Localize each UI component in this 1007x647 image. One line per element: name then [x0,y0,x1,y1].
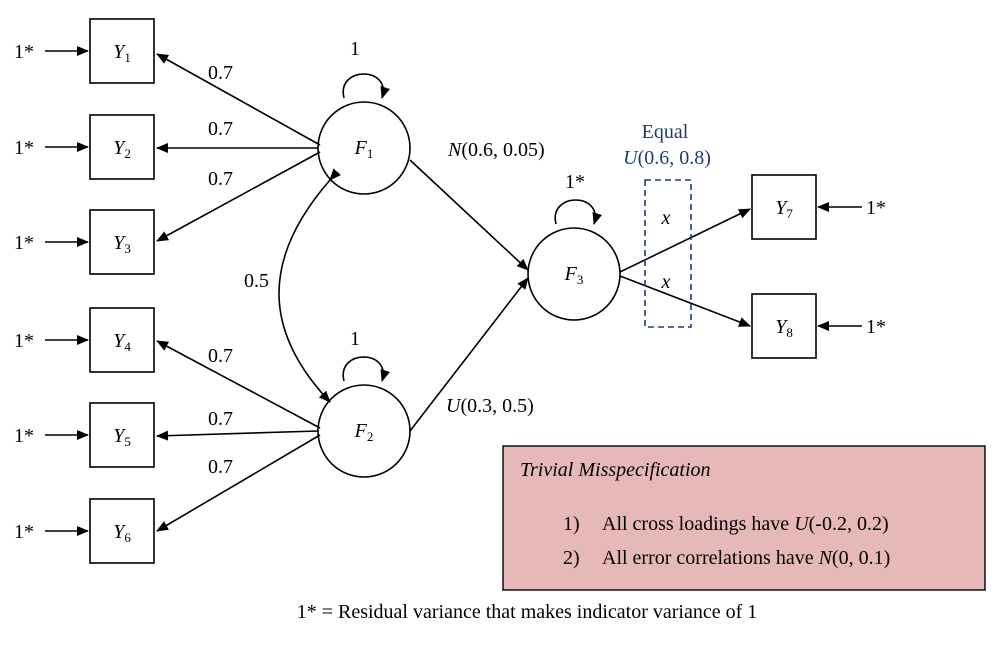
svg-text:F3: F3 [564,263,584,287]
equal-dist-label: U(0.6, 0.8) [623,147,711,169]
indicator-y2-letter: Y [113,137,126,159]
indicator-y8-sub: 8 [786,325,793,340]
indicator-y7-letter: Y [775,197,788,219]
misspecification-item-2-args: (0, 0.1) [832,547,890,569]
indicator-y3-letter: Y [113,232,126,254]
factor-f3-sub: 3 [577,272,584,287]
svg-text:Y3: Y3 [113,232,131,256]
factor-f3-letter: F [564,263,578,285]
equal-label: Equal [642,121,689,143]
indicator-y2-sub: 2 [124,146,131,161]
loadings-f1 [156,53,321,242]
loading-f3-y7 [619,208,751,273]
svg-text:F2: F2 [354,420,374,444]
equal-dist: U [623,147,639,169]
variance-label-f1: 1 [350,38,360,60]
misspecification-item-1: All cross loadings have U(-0.2, 0.2) [602,513,889,535]
misspecification-box: Trivial Misspecification 1) All cross lo… [502,445,986,591]
indicator-y4-sub: 4 [124,339,131,354]
factor-f2: F2 [317,384,411,478]
residual-labels: 1* 1* 1* 1* 1* 1* 1* 1* [14,41,886,543]
misspecification-title: Trivial Misspecification [520,459,711,481]
misspecification-item-2: All error correlations have N(0, 0.1) [602,547,890,569]
svg-text:Y6: Y6 [113,521,131,545]
indicator-y2: Y2 [89,114,155,180]
equal-constraint-box [644,179,692,328]
svg-text:Y4: Y4 [113,330,131,354]
footnote: 1* = Residual variance that makes indica… [297,601,758,623]
loading-label-f1-y1: 0.7 [208,62,233,84]
loading-symbol-y7: x [661,207,671,229]
svg-text:Y7: Y7 [775,197,793,221]
svg-text:Y1: Y1 [113,41,131,65]
indicator-y1-sub: 1 [124,50,131,65]
residual-label-y4: 1* [14,330,34,352]
misspecification-item-1-dist: U [794,513,810,535]
residual-label-y7: 1* [866,197,886,219]
indicator-y6-letter: Y [113,521,126,543]
path-label-f2-f3: U(0.3, 0.5) [446,395,534,417]
indicator-y4-letter: Y [113,330,126,352]
loading-label-f2-y5: 0.7 [208,408,233,430]
residual-label-y1: 1* [14,41,34,63]
indicator-y6: Y6 [89,498,155,564]
path-label-f2-f3-dist: U [446,395,462,417]
factor-correlation-arc [278,168,341,403]
residual-label-y6: 1* [14,521,34,543]
factor-f3: F3 [527,227,621,321]
indicator-y1-letter: Y [113,41,126,63]
svg-text:Y5: Y5 [113,425,131,449]
loading-label-f1-y2: 0.7 [208,118,233,140]
indicator-y5-sub: 5 [124,434,131,449]
loading-label-f2-y4: 0.7 [208,345,233,367]
variance-label-f3: 1* [565,171,585,193]
indicator-y4: Y4 [89,307,155,373]
factor-f1-sub: 1 [367,146,374,161]
misspecification-item-2-num: 2) [563,547,580,569]
misspecification-item-1-args: (-0.2, 0.2) [809,513,889,535]
factor-f2-sub: 2 [367,429,374,444]
indicator-y3: Y3 [89,209,155,275]
residual-label-y2: 1* [14,137,34,159]
loading-symbol-y8: x [661,271,671,293]
residual-label-y8: 1* [866,316,886,338]
path-label-f1-f3-dist: N [447,139,463,161]
loadings-f2 [156,340,321,532]
path-label-f1-f3: N(0.6, 0.05) [447,139,545,161]
factor-f1: F1 [317,101,411,195]
indicator-y6-sub: 6 [124,530,131,545]
indicator-y5: Y5 [89,402,155,468]
path-f1-f3 [409,159,529,271]
path-label-f2-f3-args: (0.3, 0.5) [460,395,533,417]
misspecification-item-1-text: All cross loadings have [602,513,794,535]
misspecification-item-2-dist: N [818,547,834,569]
loading-label-f1-y3: 0.7 [208,168,233,190]
svg-text:F1: F1 [354,137,374,161]
indicator-y7-sub: 7 [786,206,793,221]
indicator-y7: Y7 [751,174,817,240]
factor-correlation-label: 0.5 [244,270,269,292]
factor-f1-letter: F [354,137,368,159]
indicator-y8-letter: Y [775,316,788,338]
equal-args: (0.6, 0.8) [638,147,711,169]
loading-f3-y8 [619,275,751,327]
misspecification-item-1-num: 1) [563,513,580,535]
factor-f2-letter: F [354,420,368,442]
variance-loops [342,73,603,382]
indicator-y1: Y1 [89,18,155,84]
svg-text:Y2: Y2 [113,137,131,161]
misspecification-item-2-text: All error correlations have [602,547,819,569]
path-label-f1-f3-args: (0.6, 0.05) [461,139,544,161]
indicator-y3-sub: 3 [124,241,131,256]
loading-label-f2-y6: 0.7 [208,456,233,478]
indicator-y5-letter: Y [113,425,126,447]
residual-arrows [45,46,862,536]
residual-label-y3: 1* [14,232,34,254]
residual-label-y5: 1* [14,425,34,447]
svg-text:Y8: Y8 [775,316,793,340]
indicator-y8: Y8 [751,293,817,359]
path-f2-f3 [409,277,529,432]
variance-label-f2: 1 [350,328,360,350]
